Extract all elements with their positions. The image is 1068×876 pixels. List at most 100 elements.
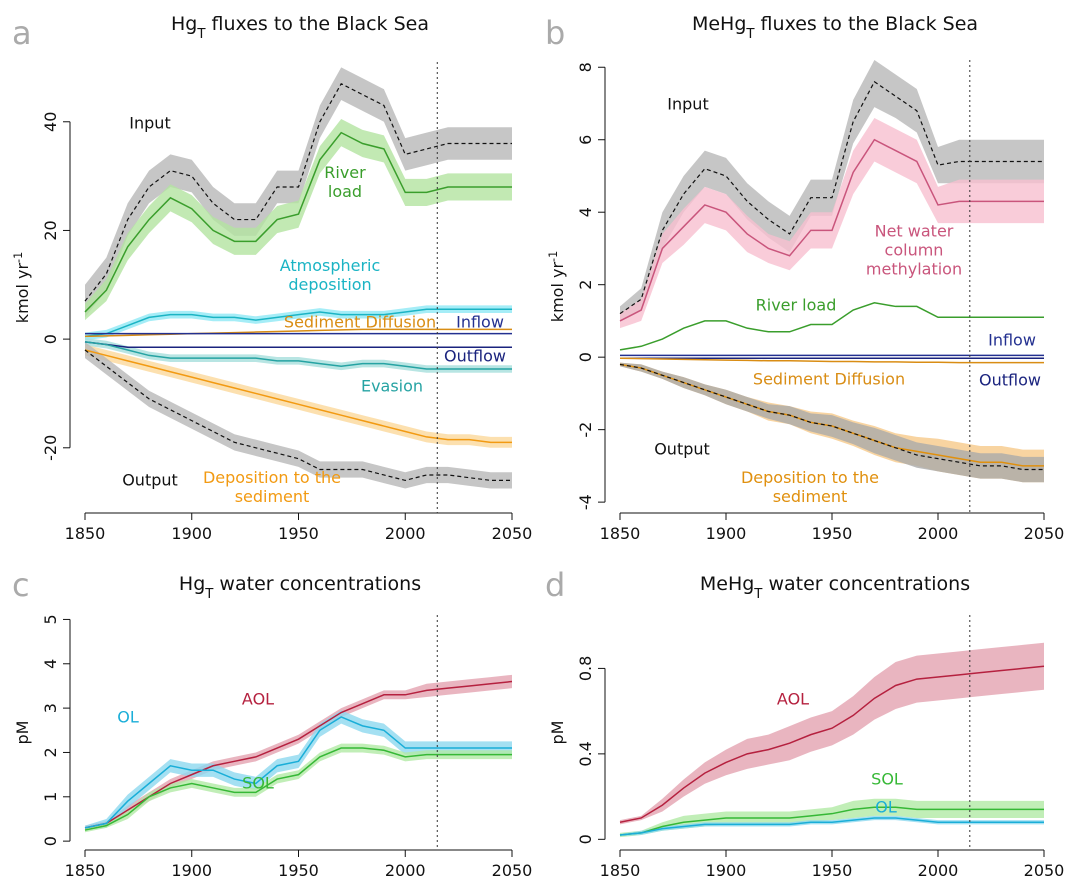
series-line [619, 302, 1044, 351]
panel-letter: c [12, 566, 30, 604]
y-tick-label: -2 [576, 422, 595, 438]
series-line [84, 349, 512, 444]
text-part: pM [13, 721, 32, 745]
y-tick-label: 4 [41, 659, 60, 669]
x-tick-label: 1900 [706, 861, 747, 876]
y-tick-label: -20 [41, 435, 60, 461]
x-tick-label: 1950 [812, 524, 853, 543]
x-tick-label: 1900 [171, 861, 212, 876]
x-tick-label: 2000 [385, 861, 426, 876]
uncertainty-band [620, 117, 1044, 329]
series-line [619, 665, 1045, 823]
uncertainty-band [620, 642, 1044, 825]
series-line [84, 82, 512, 302]
y-axis-label: pM [13, 721, 32, 745]
series-label: OL [117, 707, 139, 727]
text-part: Hg [179, 573, 205, 595]
x-tick-label: 2050 [1024, 861, 1065, 876]
text-part: Hg [171, 13, 197, 35]
panel-letter: b [545, 14, 565, 52]
x-tick-label: 2050 [492, 861, 533, 876]
panel-letter: a [12, 14, 32, 52]
text-part: water concentrations [213, 573, 421, 595]
series-label: Output [654, 439, 710, 459]
y-tick-label: 2 [41, 747, 60, 757]
y-tick-label: 3 [41, 703, 60, 713]
series-line [84, 341, 512, 370]
series-label: Deposition to the sediment [202, 468, 342, 506]
series-label: Outflow [444, 346, 506, 366]
x-tick-label: 1850 [600, 861, 641, 876]
y-tick-label: 5 [41, 614, 60, 624]
series-label: Inflow [456, 312, 504, 332]
uncertainty-band [620, 815, 1044, 837]
series-label: SOL [871, 769, 903, 789]
series-label: Deposition to the sediment [740, 468, 880, 506]
series-line [619, 80, 1044, 315]
y-tick-label: 0.8 [576, 656, 595, 681]
series-line [619, 363, 1044, 471]
series-label: Input [667, 94, 709, 114]
panel-title: MeHgT fluxes to the Black Sea [692, 13, 978, 42]
uncertainty-band [620, 798, 1044, 838]
x-tick-label: 2050 [1024, 524, 1065, 543]
series-line [84, 341, 512, 349]
series-label: Outflow [979, 370, 1041, 390]
uncertainty-band [85, 67, 512, 318]
text-part: water concentrations [762, 573, 970, 595]
series-line [84, 680, 513, 829]
series-label: SOL [242, 773, 274, 793]
series-label: Sediment Diffusion [283, 312, 437, 332]
series-label: Sediment Diffusion [752, 369, 906, 389]
uncertainty-band [85, 341, 512, 489]
uncertainty-band [85, 338, 512, 373]
series-line [619, 806, 1044, 836]
text-part: kmol yr [13, 263, 32, 324]
x-tick-label: 1950 [278, 524, 319, 543]
y-tick-label: 2 [576, 280, 595, 290]
series-label: Net water column methylation [865, 221, 963, 279]
uncertainty-band [85, 710, 512, 831]
y-tick-label: 4 [576, 207, 595, 217]
series-label: Inflow [988, 330, 1036, 350]
y-tick-label: 0.4 [576, 741, 595, 766]
series-label: AOL [241, 689, 275, 709]
series-label: OL [875, 797, 897, 817]
panel-title: HgT water concentrations [179, 573, 421, 602]
y-tick-label: 6 [576, 135, 595, 145]
series-line [84, 328, 512, 338]
subscript: T [753, 587, 763, 602]
x-tick-label: 2050 [492, 524, 533, 543]
series-label: Input [129, 113, 171, 133]
subscript: T [745, 27, 755, 42]
uncertainty-band [620, 60, 1044, 321]
subscript: -1 [547, 251, 560, 262]
y-tick-label: 0 [41, 334, 60, 344]
series-line [619, 138, 1044, 322]
text-part: fluxes to the Black Sea [205, 13, 429, 35]
series-line [619, 357, 1044, 364]
y-tick-label: 40 [41, 112, 60, 132]
y-axis-label: kmol yr-1 [547, 251, 568, 322]
x-tick-label: 1850 [65, 861, 106, 876]
y-tick-label: 0 [576, 352, 595, 362]
y-tick-label: -4 [576, 494, 595, 510]
series-label: Evasion [360, 376, 424, 396]
x-tick-label: 1950 [812, 861, 853, 876]
x-tick-label: 2000 [385, 524, 426, 543]
text-part: MeHg [700, 573, 754, 595]
series-line [84, 131, 512, 313]
uncertainty-band [85, 344, 512, 448]
x-tick-label: 2000 [918, 861, 959, 876]
y-axis-label: kmol yr-1 [12, 252, 33, 323]
series-label: River load [755, 295, 837, 315]
series-line [84, 747, 512, 831]
subscript: T [204, 587, 214, 602]
text-part: fluxes to the Black Sea [755, 13, 979, 35]
uncertainty-band [620, 362, 1044, 483]
series-label: River load [324, 163, 366, 201]
series-label: Atmospheric deposition [279, 256, 381, 294]
subscript: T [196, 27, 206, 42]
